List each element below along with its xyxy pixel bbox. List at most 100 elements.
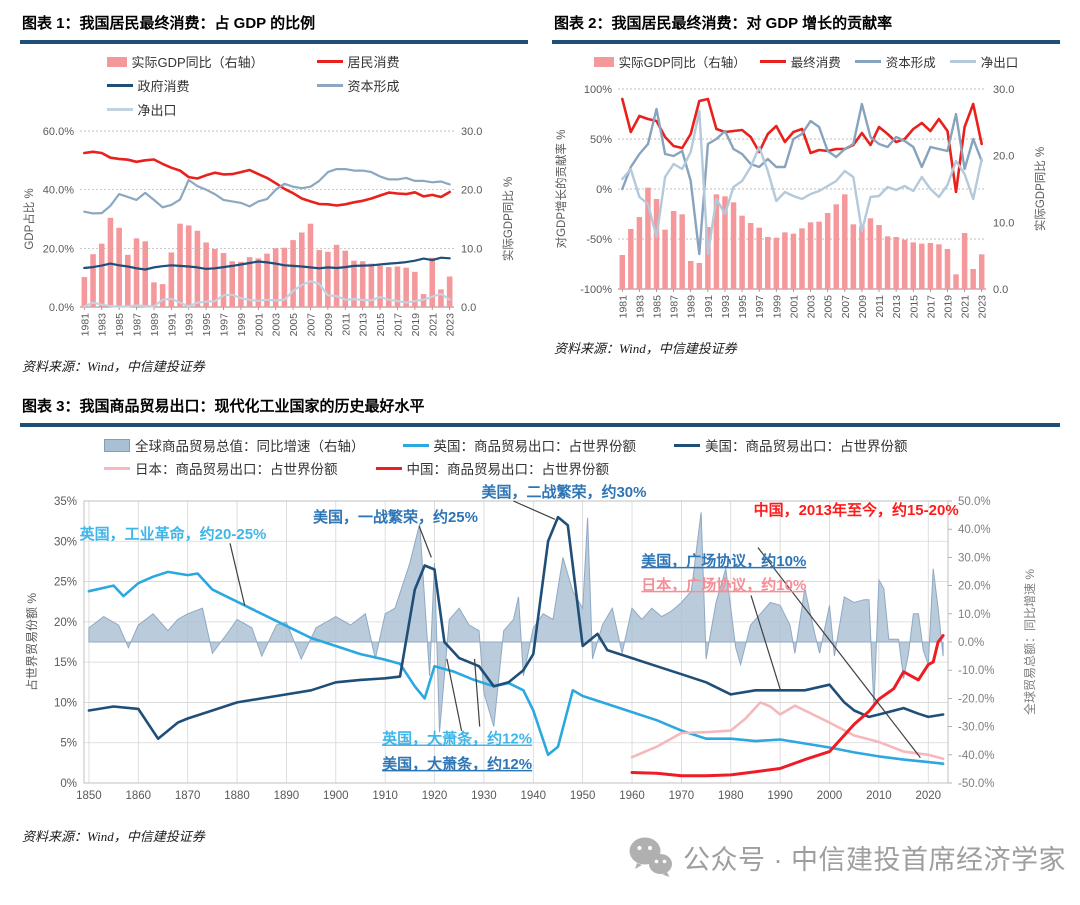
legend-item: 美国：商品贸易出口：占世界份额 bbox=[674, 435, 908, 455]
svg-text:1930: 1930 bbox=[471, 790, 497, 802]
legend-swatch-line bbox=[106, 108, 133, 111]
figure-3-legend-row-2: 日本：商品贸易出口：占世界份额 中国：商品贸易出口：占世界份额 bbox=[20, 458, 1060, 478]
chart-annotation: 美国，一战繁荣，约25% bbox=[313, 508, 478, 526]
chart-annotation: 美国，大萧条，约12% bbox=[382, 755, 532, 773]
svg-text:2023: 2023 bbox=[445, 313, 457, 337]
svg-text:2011: 2011 bbox=[340, 313, 352, 336]
svg-text:20.0: 20.0 bbox=[461, 185, 482, 197]
svg-text:2021: 2021 bbox=[960, 295, 972, 319]
svg-text:-40.0%: -40.0% bbox=[958, 750, 994, 762]
legend-label: 最终消费 bbox=[790, 56, 841, 70]
legend-item: 中国：商品贸易出口：占世界份额 bbox=[375, 458, 610, 478]
legend-swatch-line bbox=[316, 84, 343, 87]
svg-text:-10.0%: -10.0% bbox=[958, 665, 994, 677]
legend-swatch-line bbox=[402, 443, 429, 447]
svg-text:1991: 1991 bbox=[166, 313, 178, 337]
legend-item: 最终消费 bbox=[759, 52, 841, 71]
legend-label: 政府消费 bbox=[137, 79, 190, 94]
svg-text:1989: 1989 bbox=[686, 295, 698, 319]
figure-1: 图表 1：我国居民最终消费：占 GDP 的比例 实际GDP同比（右轴） 居民消费政… bbox=[20, 6, 528, 375]
svg-text:1850: 1850 bbox=[76, 790, 102, 802]
figure-2-legend: 实际GDP同比（右轴） 最终消费 资本形成 净出口 bbox=[552, 52, 1060, 71]
svg-text:1985: 1985 bbox=[652, 295, 664, 319]
svg-text:100%: 100% bbox=[584, 84, 612, 96]
legend-swatch-line bbox=[854, 60, 881, 63]
legend-item: 日本：商品贸易出口：占世界份额 bbox=[104, 458, 338, 478]
svg-text:2023: 2023 bbox=[977, 295, 989, 319]
svg-text:2000: 2000 bbox=[817, 790, 843, 802]
svg-text:1870: 1870 bbox=[175, 790, 201, 802]
svg-text:1993: 1993 bbox=[184, 313, 196, 337]
chart-annotation: 美国，广场协议，约10% bbox=[641, 552, 806, 570]
svg-text:40.0%: 40.0% bbox=[43, 185, 74, 197]
svg-text:1980: 1980 bbox=[718, 790, 744, 802]
legend-swatch-bar bbox=[106, 56, 127, 67]
legend-item: 英国：商品贸易出口：占世界份额 bbox=[402, 435, 637, 455]
figure-2-chart: 100% 50% 0% -50% -100% 30.0 20.0 10.0 0.0 1981 198… bbox=[554, 84, 1047, 319]
svg-text:-50%: -50% bbox=[586, 234, 612, 246]
legend-label: 英国：商品贸易出口：占世界份额 bbox=[433, 439, 637, 454]
figure-1-source: 资料来源：Wind，中信建投证券 bbox=[22, 359, 205, 374]
figure-3-chart: 1850 1860 1870 1880 1890 1900 1910 1920 1930 1940… bbox=[24, 483, 1037, 802]
legend-swatch-line bbox=[759, 60, 786, 63]
chart-annotation: 日本，广场协议，约10% bbox=[641, 576, 806, 594]
legend-label: 实际GDP同比（右轴） bbox=[131, 55, 264, 70]
svg-text:2011: 2011 bbox=[874, 295, 886, 318]
svg-text:0%: 0% bbox=[596, 184, 612, 196]
svg-text:1880: 1880 bbox=[224, 790, 250, 802]
svg-text:1860: 1860 bbox=[126, 790, 152, 802]
svg-text:25%: 25% bbox=[54, 577, 77, 589]
svg-text:30%: 30% bbox=[54, 536, 77, 548]
svg-text:2019: 2019 bbox=[942, 295, 954, 319]
svg-text:1970: 1970 bbox=[669, 790, 695, 802]
svg-text:1999: 1999 bbox=[771, 295, 783, 319]
svg-text:10.0%: 10.0% bbox=[958, 609, 991, 621]
svg-text:2007: 2007 bbox=[840, 295, 852, 319]
svg-text:2010: 2010 bbox=[866, 790, 892, 802]
svg-text:1990: 1990 bbox=[767, 790, 793, 802]
svg-text:35%: 35% bbox=[54, 496, 77, 508]
svg-text:30.0: 30.0 bbox=[993, 84, 1014, 96]
svg-text:2019: 2019 bbox=[410, 313, 422, 337]
svg-text:全球贸易总额：同比增速 %: 全球贸易总额：同比增速 % bbox=[1022, 569, 1037, 715]
svg-text:15%: 15% bbox=[54, 657, 77, 669]
legend-label: 中国：商品贸易出口：占世界份额 bbox=[406, 462, 610, 477]
figure-2: 图表 2：我国居民最终消费：对 GDP 增长的贡献率 实际GDP同比（右轴） 最终… bbox=[552, 6, 1060, 375]
svg-text:GDP占比 %: GDP占比 % bbox=[22, 188, 36, 249]
svg-text:1985: 1985 bbox=[114, 313, 126, 337]
svg-text:10.0: 10.0 bbox=[993, 217, 1014, 229]
svg-text:1989: 1989 bbox=[149, 313, 161, 337]
chart-annotation: 英国，大萧条，约12% bbox=[382, 730, 532, 748]
legend-item: 资本形成 bbox=[854, 52, 936, 71]
legend-swatch-line bbox=[106, 84, 133, 87]
svg-text:-30.0%: -30.0% bbox=[958, 722, 994, 734]
legend-label: 全球商品贸易总值：同比增速（右轴） bbox=[135, 439, 365, 454]
svg-text:2005: 2005 bbox=[823, 295, 835, 319]
svg-text:1981: 1981 bbox=[79, 313, 91, 337]
legend-swatch-bar bbox=[593, 56, 614, 67]
figure-1-chart: 60.0% 40.0% 20.0% 0.0% 30.0 20.0 10.0 0.0 1981 19… bbox=[22, 126, 515, 337]
figure-3-title: 图表 3：我国商品贸易出口：现代化工业国家的历史最好水平 bbox=[20, 389, 1060, 427]
svg-text:0%: 0% bbox=[60, 778, 77, 790]
svg-text:1920: 1920 bbox=[422, 790, 448, 802]
svg-text:2009: 2009 bbox=[857, 295, 869, 319]
svg-text:50%: 50% bbox=[590, 134, 612, 146]
svg-text:2013: 2013 bbox=[891, 295, 903, 319]
chart-annotation: 美国，二战繁荣，约30% bbox=[481, 483, 646, 501]
legend-label: 净出口 bbox=[137, 103, 177, 118]
top-figures-row: 图表 1：我国居民最终消费：占 GDP 的比例 实际GDP同比（右轴） 居民消费政… bbox=[0, 0, 1080, 375]
legend-swatch-line bbox=[949, 60, 976, 63]
legend-item: 净出口 bbox=[106, 100, 317, 119]
svg-text:2015: 2015 bbox=[375, 313, 387, 337]
legend-item: 实际GDP同比（右轴） bbox=[593, 52, 746, 71]
svg-text:2007: 2007 bbox=[305, 313, 317, 337]
svg-text:30.0: 30.0 bbox=[461, 126, 482, 138]
legend-label: 净出口 bbox=[980, 56, 1019, 70]
legend-label: 资本形成 bbox=[885, 56, 936, 70]
legend-item: 居民消费 bbox=[316, 52, 437, 71]
chart-annotation: 英国，工业革命，约20-25% bbox=[80, 525, 267, 543]
legend-label: 美国：商品贸易出口：占世界份额 bbox=[705, 439, 908, 454]
svg-text:1993: 1993 bbox=[720, 295, 732, 319]
svg-text:2003: 2003 bbox=[806, 295, 818, 319]
svg-text:5%: 5% bbox=[60, 738, 77, 750]
